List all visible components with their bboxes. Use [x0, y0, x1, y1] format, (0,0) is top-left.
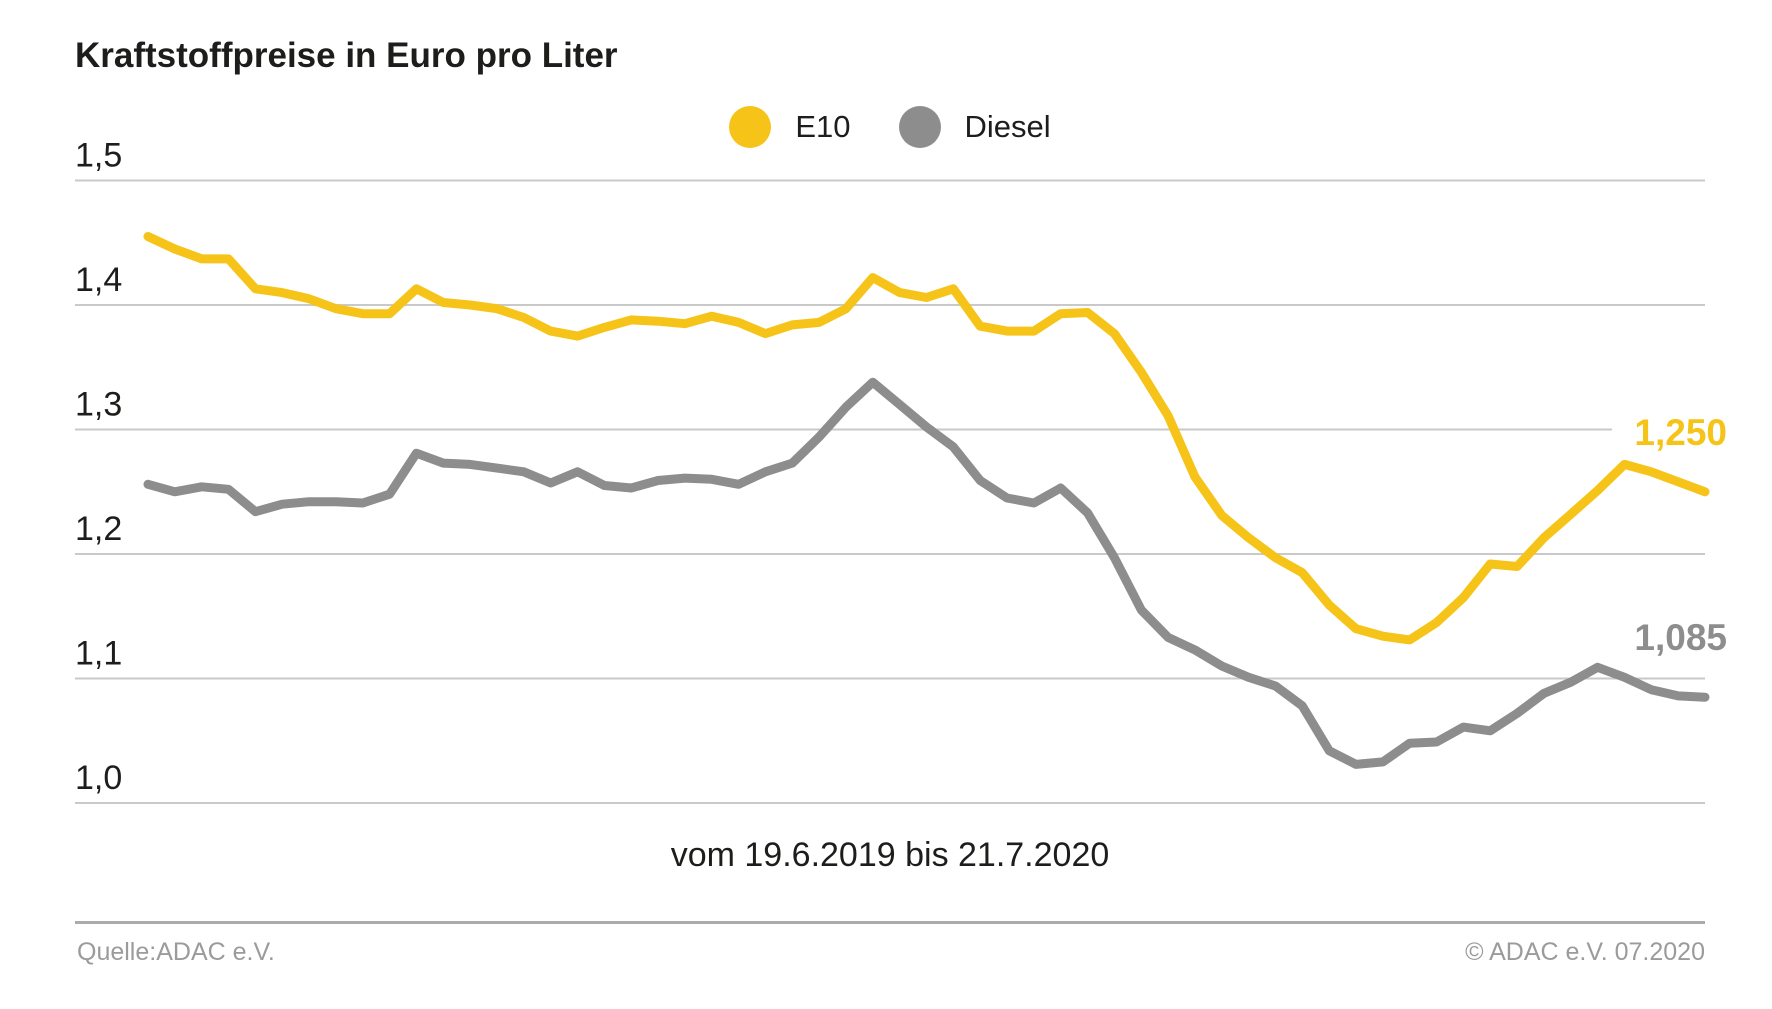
e10-end-value-label: 1,250	[1634, 412, 1727, 453]
legend-item-diesel: Diesel	[898, 106, 1051, 148]
y-axis-tick-label: 1,4	[75, 261, 122, 299]
y-axis-tick-label: 1,5	[75, 137, 122, 175]
y-axis-tick-label: 1,2	[75, 510, 122, 548]
legend-item-e10: E10	[729, 106, 851, 148]
copyright-text: © ADAC e.V. 07.2020	[1465, 938, 1705, 966]
x-axis-caption: vom 19.6.2019 bis 21.7.2020	[670, 836, 1110, 874]
footer-divider	[75, 921, 1705, 924]
legend-label-e10: E10	[795, 109, 851, 144]
y-axis-tick-label: 1,0	[75, 759, 122, 797]
e10-line	[143, 232, 1710, 645]
diesel-end-value-label: 1,085	[1634, 617, 1727, 658]
diesel-line	[143, 377, 1710, 769]
legend-label-diesel: Diesel	[964, 109, 1051, 144]
legend: E10 Diesel	[0, 106, 1772, 148]
diesel-swatch-icon	[898, 106, 941, 148]
chart-title: Kraftstoffpreise in Euro pro Liter	[75, 36, 618, 75]
y-axis-tick-label: 1,1	[75, 635, 122, 673]
e10-swatch-icon	[729, 106, 772, 148]
source-text: Quelle:ADAC e.V.	[77, 938, 275, 966]
y-axis-tick-label: 1,3	[75, 386, 122, 424]
